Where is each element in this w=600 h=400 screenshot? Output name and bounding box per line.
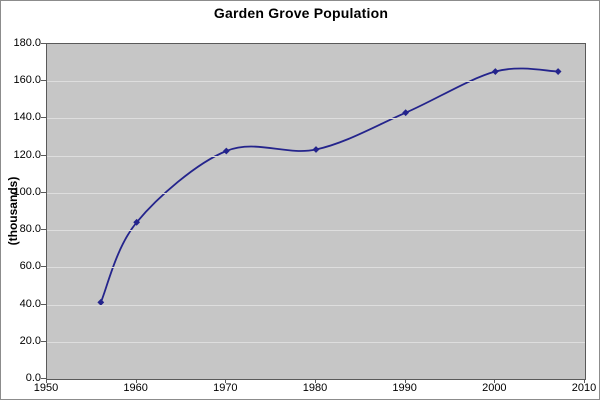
x-tick-label: 1980 (302, 382, 328, 394)
data-point-marker (97, 298, 105, 306)
data-point-marker (133, 218, 141, 226)
y-tick-label: 40.0 (19, 297, 41, 310)
x-tick-mark (404, 379, 406, 383)
y-tick-mark (41, 117, 46, 119)
y-gridline (47, 192, 585, 194)
y-tick-label: 100.0 (13, 185, 41, 198)
y-tick-label: 60.0 (19, 260, 41, 273)
data-point-marker (491, 68, 499, 75)
data-point-marker (554, 68, 562, 75)
x-tick-label: 1950 (33, 382, 59, 394)
y-axis-title: (thousands) (6, 176, 20, 246)
y-gridline (47, 341, 585, 343)
y-tick-mark (41, 303, 46, 305)
chart-title: Garden Grove Population (213, 5, 389, 21)
y-tick-mark (41, 340, 46, 342)
x-tick-label: 1970 (213, 382, 238, 394)
x-tick-mark (46, 379, 47, 383)
x-tick-label: 2010 (571, 382, 597, 394)
y-tick-label: 140.0 (13, 111, 41, 124)
x-tick-label: 2000 (482, 382, 507, 394)
y-tick-label: 80.0 (19, 223, 41, 236)
x-tick-mark (584, 379, 585, 383)
x-tick-mark (135, 379, 137, 383)
y-tick-mark (41, 229, 46, 231)
x-tick-mark (225, 379, 227, 383)
data-point-marker (402, 109, 410, 117)
y-tick-mark (41, 378, 46, 379)
y-gridline (47, 118, 585, 120)
y-gridline (47, 230, 585, 232)
y-tick-label: 20.0 (19, 334, 41, 347)
y-tick-label: 120.0 (13, 148, 41, 161)
y-tick-label: 180.0 (13, 37, 41, 49)
population-line-series (97, 67, 562, 306)
y-gridline (47, 81, 585, 83)
y-tick-mark (41, 191, 46, 193)
y-tick-mark (41, 80, 46, 82)
x-tick-label: 1960 (123, 382, 148, 394)
y-tick-mark (41, 43, 46, 44)
y-tick-label: 0.0 (25, 372, 41, 384)
data-point-marker (222, 147, 230, 155)
x-tick-mark (494, 379, 496, 383)
y-tick-label: 160.0 (13, 74, 41, 87)
plot-area (46, 43, 586, 380)
y-gridline (47, 155, 585, 157)
y-gridline (47, 267, 585, 269)
y-tick-mark (41, 266, 46, 268)
y-gridline (47, 304, 585, 306)
y-tick-mark (41, 154, 46, 156)
data-point-marker (312, 146, 320, 153)
x-tick-label: 1990 (392, 382, 417, 394)
x-tick-mark (315, 379, 316, 383)
